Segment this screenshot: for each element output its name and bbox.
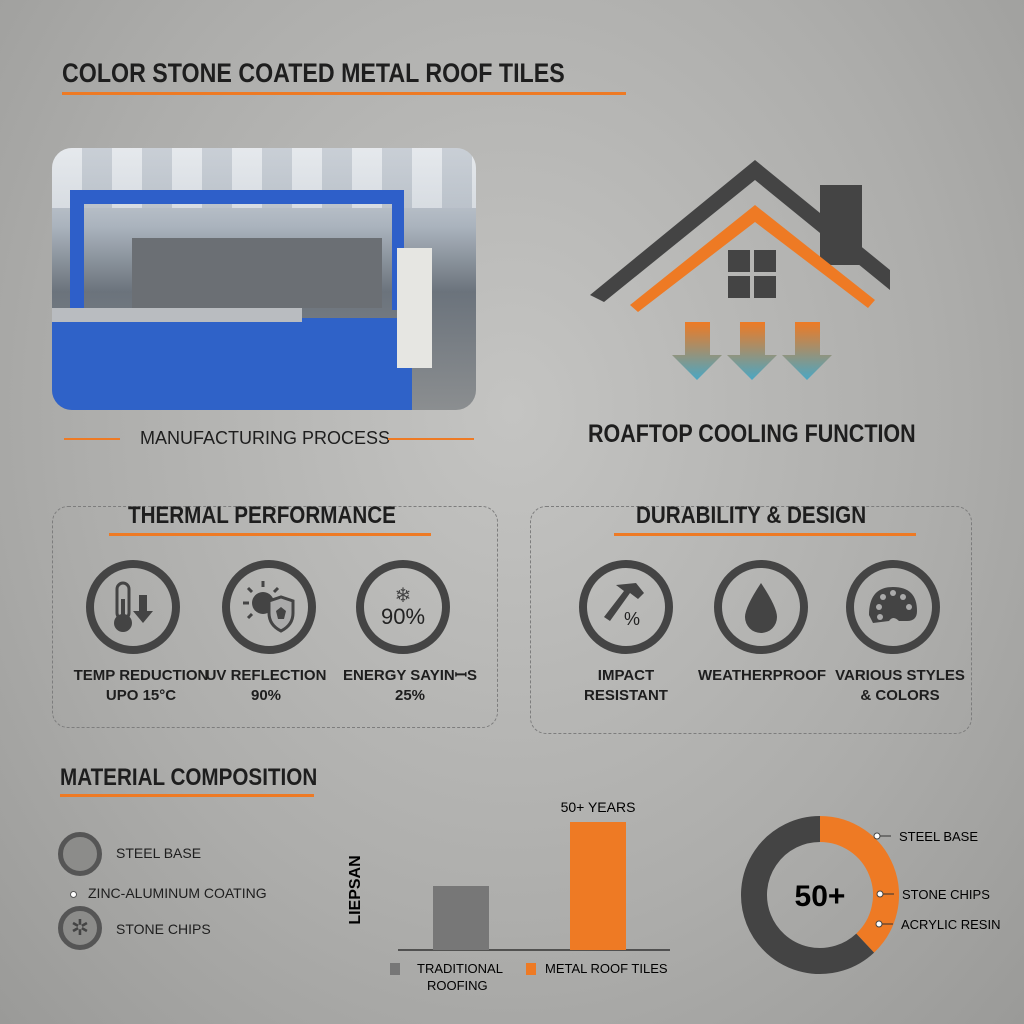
page-title: COLOR STONE COATED METAL ROOF TILES [62, 58, 565, 88]
house-cooling-icon [590, 160, 890, 380]
y-axis-label: LIEPSAN [347, 855, 364, 924]
divider [388, 438, 474, 440]
cooling-caption: ROAFTOP COOLING FUNCTION [588, 420, 916, 448]
arrow-down-icon [782, 322, 832, 380]
water-drop-icon [714, 560, 808, 654]
material-item: ZINC-ALUMINUM COATING [88, 885, 267, 901]
annotation-label: STONE CHIPS [902, 887, 990, 902]
durability-label: VARIOUS STYLES & COLORS [835, 667, 965, 704]
durability-label: WEATHERPROOF [697, 667, 827, 684]
thermal-label: ENERGY SAYINꟷS 25% [343, 667, 477, 704]
sun-shield-icon [222, 560, 316, 654]
arrow-down-icon [727, 322, 777, 380]
steel-base-icon [58, 832, 102, 876]
bullet-dot [70, 891, 77, 898]
hammer-icon: % [579, 560, 673, 654]
divider [64, 438, 120, 440]
durability-panel [530, 506, 972, 734]
thermal-label: UV REFLECTION 90% [205, 667, 327, 704]
snowflake-icon: ❄ 90% [356, 560, 450, 654]
stone-chips-icon: ✲ [58, 906, 102, 950]
annotation-label: STEEL BASE [899, 829, 978, 844]
center-label: 50+ [795, 880, 846, 913]
palette-icon [846, 560, 940, 654]
arrow-down-icon [672, 322, 722, 380]
thermal-panel [52, 506, 498, 728]
annotation-dot [875, 920, 883, 928]
energy-badge: 90% [380, 604, 426, 629]
annotation-dot [876, 890, 884, 898]
legend-label: METAL ROOF TILES [545, 961, 668, 976]
manufacturing-caption: MANUFACTURING PROCESS [140, 428, 391, 448]
title-underline [60, 794, 314, 797]
title-underline [109, 533, 431, 536]
bar-1 [570, 822, 626, 950]
material-item: STEEL BASE [116, 845, 202, 861]
lifespan-bar-chart: LIEPSAN 50+ YEARS TRADITIONAL ROOFING METAL … [347, 799, 670, 993]
thermal-title: THERMAL PERFORMANCE [128, 502, 396, 529]
legend-swatch [390, 963, 400, 975]
annotation-dot [873, 832, 881, 840]
bar-0 [433, 886, 489, 950]
material-item: STONE CHIPS [116, 921, 211, 937]
manufacturing-photo [52, 148, 476, 410]
legend-label: TRADITIONAL [417, 961, 503, 976]
durability-title: DURABILITY & DESIGN [636, 502, 867, 529]
thermal-label: TEMP REDUCTION UPO 15°C [73, 667, 209, 704]
title-underline [614, 533, 916, 536]
material-title: MATERIAL COMPOSITION [60, 764, 318, 791]
legend-label: ROOFING [427, 978, 488, 993]
svg-text:%: % [624, 609, 640, 629]
title-underline [62, 92, 626, 95]
data-label: 50+ YEARS [561, 799, 636, 815]
thermometer-down-icon [86, 560, 180, 654]
composition-donut-chart: 50+ STEEL BASE STONE CHIPS ACRYLIC RESIN [741, 816, 1000, 974]
donut-slice-1 [741, 816, 875, 974]
durability-label: IMPACT RESISTANT [584, 667, 668, 704]
legend-swatch [526, 963, 536, 975]
annotation-label: ACRYLIC RESIN [901, 917, 1000, 932]
